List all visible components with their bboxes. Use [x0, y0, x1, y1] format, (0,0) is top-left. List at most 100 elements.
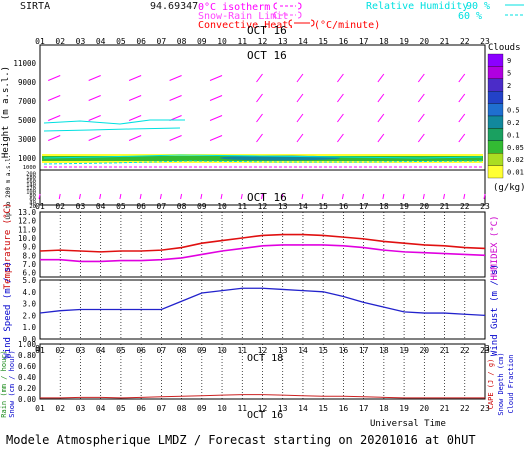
legend-snow-swatch: [273, 11, 302, 19]
hour-label: 14: [298, 202, 308, 211]
height-panel: OCT 16 OCT 16 Height (m a.s.l.) Up to 20…: [1, 24, 490, 220]
clouds-scale-label: 0.02: [507, 156, 524, 164]
height-tick-labels: 11000 9000 7000 5000 3000 1000: [13, 59, 36, 163]
wind-arrow-low: [220, 193, 223, 200]
rain-hour-labels: 01 02 03 04 05 06 07 08 09 10 11 12 13 14 15 16 17 18 19 20…: [35, 404, 490, 413]
hour-label: 23: [480, 37, 490, 46]
legend-rh-90: 90 %: [466, 1, 490, 12]
y-tick: 13.0: [18, 208, 37, 217]
wind-arrow-low: [281, 193, 284, 200]
wind-arrow: [48, 75, 61, 81]
snowdepth-ylabel: Snow Depth (cm): [497, 352, 505, 415]
rh-contour-high-2: [43, 127, 181, 132]
clouds-scale-box: [487, 153, 504, 166]
wind-arrow: [256, 133, 263, 143]
wind-arrow: [417, 93, 425, 103]
hour-label: 07: [157, 404, 167, 413]
wind-arrow-low: [78, 193, 81, 200]
wind-arrow: [88, 135, 101, 141]
wind-arrow-low: [382, 193, 385, 200]
hour-label: 05: [116, 37, 126, 46]
legend-rh-60: 60 %: [458, 11, 482, 22]
y-tick: 1.00: [18, 340, 37, 349]
rh-contour-low: [43, 154, 483, 159]
height-tick: 11000: [13, 59, 36, 68]
hour-label: 11: [237, 202, 247, 211]
date-label-rain: OCT 18: [247, 353, 283, 364]
hour-label: 15: [318, 37, 328, 46]
low-tick: 140: [26, 182, 36, 188]
legend-snow-label: Snow-Rain Limit: [198, 11, 288, 22]
y-tick: 0.20: [18, 384, 37, 393]
wind-arrow-low: [58, 193, 61, 200]
series-line: [40, 244, 486, 263]
hour-label: 10: [217, 404, 227, 413]
wind-arrow: [88, 95, 101, 101]
y-tick: 1.0: [22, 323, 36, 332]
low-tick: 60: [29, 197, 36, 203]
wind-arrow-low: [362, 193, 365, 200]
rain-ylabel: Rain (mm / hour): [0, 350, 8, 417]
wind-arrow: [377, 133, 385, 143]
wind-gridlines: [39, 280, 486, 339]
hour-label: 13: [278, 202, 288, 211]
height-tick: 1000: [18, 154, 37, 163]
hour-label: 18: [379, 404, 389, 413]
cape-ylabel: CAPE (J / g): [487, 359, 495, 410]
y-tick: 5.0: [22, 276, 36, 285]
date-label-bottom: OCT 16: [247, 410, 283, 421]
hour-label: 01: [35, 404, 45, 413]
wind-arrow: [128, 135, 142, 141]
hour-label: 19: [399, 202, 409, 211]
clouds-scale-box: [487, 165, 504, 179]
hour-label: 20: [419, 404, 429, 413]
clouds-scale-label: 0.5: [507, 107, 520, 115]
hour-label: 10: [217, 202, 227, 211]
hour-label: 09: [197, 202, 207, 211]
clouds-scale-box: [487, 115, 504, 129]
y-tick: 6.0: [22, 269, 36, 278]
hour-label: 01: [35, 37, 45, 46]
wind-series: [39, 287, 486, 317]
clouds-scale-box: [487, 140, 504, 154]
clouds-scale-label: 0.01: [507, 169, 524, 177]
hour-label: 20: [419, 37, 429, 46]
hour-label: 12: [258, 37, 268, 46]
y-tick: 9.0: [22, 243, 36, 252]
wind-arrow: [256, 113, 263, 123]
header: SIRTA 94.69347 0°C isotherm Snow-Rain Li…: [20, 1, 524, 31]
clouds-scale-boxes: 9 5 2 1 0.5 0.2 0.1 0.05 0.02 0.01: [487, 53, 524, 179]
temp-gridlines: [39, 212, 486, 277]
wind-arrow-low: [321, 193, 324, 200]
temp-ylabel: Temperature (°C): [3, 203, 13, 290]
wind-arrow-low: [200, 193, 203, 200]
low-tick: 40: [29, 200, 36, 206]
low-tick: 180: [26, 175, 36, 181]
wind-arrow: [458, 133, 466, 143]
hour-label: 02: [55, 202, 65, 211]
y-tick: 0.40: [18, 373, 37, 382]
wind-arrow: [417, 113, 425, 123]
clouds-scale-box: [487, 66, 504, 79]
hour-label: 04: [96, 202, 106, 211]
clouds-scale: Clouds 9 5 2 1 0.5 0.2 0.1 0.05 0.02 0.01 (g/kg): [487, 43, 526, 193]
clouds-scale-box: [487, 78, 504, 92]
y-tick: 8.0: [22, 251, 36, 260]
low-tick: 120: [26, 186, 36, 192]
legend-convective-label: Convective Heat.: [198, 20, 294, 31]
low-tick: 200: [26, 172, 36, 178]
low-tick: 80: [29, 193, 36, 199]
wind-arrow-low: [483, 193, 486, 200]
hour-label: 21: [440, 404, 450, 413]
rain-tick-labels: 1.00 0.80 0.60 0.40 0.20 0.00: [18, 340, 37, 404]
wind-arrow-low: [341, 193, 344, 200]
wind-arrow: [417, 133, 425, 143]
hour-label: 17: [359, 404, 369, 413]
hour-label: 11: [237, 37, 247, 46]
hour-label: 06: [136, 202, 146, 211]
rh-contour-low-2: [43, 160, 483, 165]
hour-label: 11: [237, 404, 247, 413]
hour-label: 16: [339, 37, 349, 46]
y-tick: 0.60: [18, 362, 37, 371]
hour-label: 02: [55, 404, 65, 413]
